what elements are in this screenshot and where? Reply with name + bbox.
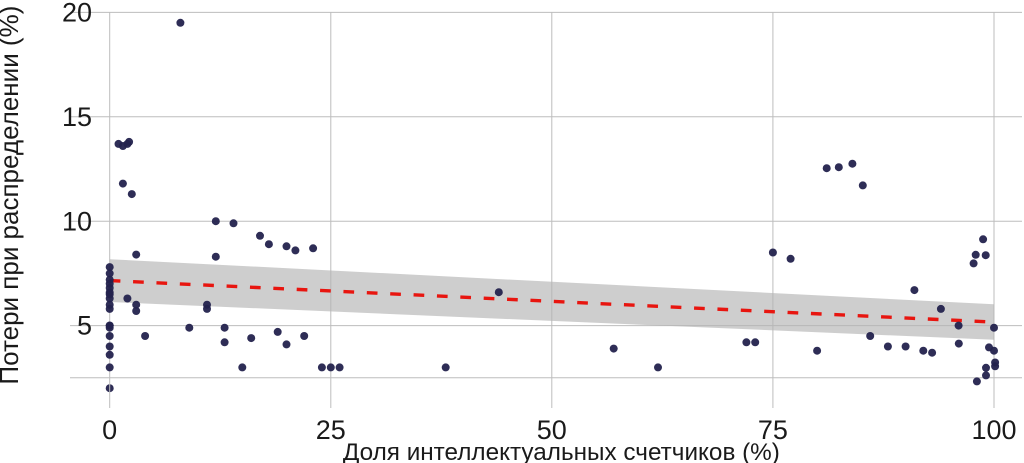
svg-text:Потери при распределении (%): Потери при распределении (%)	[0, 6, 24, 385]
svg-text:5: 5	[77, 311, 92, 341]
svg-text:0: 0	[102, 415, 117, 445]
svg-text:15: 15	[62, 102, 92, 132]
svg-text:10: 10	[62, 206, 92, 236]
svg-text:20: 20	[62, 0, 92, 28]
svg-text:25: 25	[316, 415, 346, 445]
svg-text:100: 100	[971, 415, 1016, 445]
svg-text:Доля интеллектуальных счетчико: Доля интеллектуальных счетчиков (%)	[343, 439, 780, 463]
